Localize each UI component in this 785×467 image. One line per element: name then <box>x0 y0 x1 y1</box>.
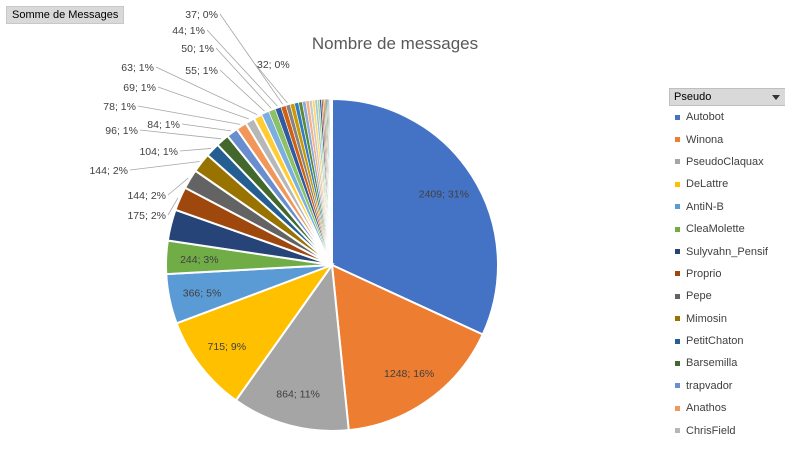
legend-swatch <box>675 137 680 143</box>
data-label: 144; 2% <box>89 165 128 177</box>
legend-item: AntiN-B <box>669 196 785 218</box>
leader-line <box>181 123 231 132</box>
data-label: 2409; 31% <box>419 188 469 200</box>
legend-label: Barsemilla <box>686 357 738 370</box>
data-label: 104; 1% <box>139 146 178 158</box>
leader-line <box>129 161 200 171</box>
pie-slice-autobot <box>331 97 499 336</box>
legend-swatch <box>675 249 680 255</box>
leader-line <box>157 86 250 120</box>
data-label: 1248; 16% <box>384 368 434 380</box>
legend-swatch <box>675 181 680 187</box>
legend-swatch <box>675 114 680 120</box>
legend-swatch <box>675 271 680 277</box>
legend-item: Barsemilla <box>669 352 785 374</box>
legend-swatch <box>675 293 680 299</box>
leader-line <box>219 13 284 105</box>
legend-list: Autobot Winona PseudoClaquax DeLattre AntiN-… <box>669 106 785 442</box>
data-label: 715; 9% <box>208 341 247 353</box>
legend-item: Anathos <box>669 397 785 419</box>
legend-label: Pepe <box>686 290 712 303</box>
legend-swatch <box>675 316 680 322</box>
leader-line <box>206 29 278 107</box>
data-label: 37; 0% <box>185 9 218 21</box>
legend-item: Proprio <box>669 263 785 285</box>
legend-item: PetitChaton <box>669 330 785 352</box>
legend-swatch <box>675 159 680 165</box>
data-label: 44; 1% <box>172 25 205 37</box>
chart-title: Nombre de messages <box>311 34 479 53</box>
leader-line <box>219 69 265 112</box>
legend-item: Autobot <box>669 106 785 128</box>
data-label: 69; 1% <box>123 82 156 94</box>
legend-title: Pseudo <box>674 91 712 103</box>
legend-swatch <box>675 226 680 232</box>
data-label: 63; 1% <box>121 62 154 74</box>
legend-label: Winona <box>686 133 724 146</box>
data-label: 864; 11% <box>276 388 320 400</box>
leader-line <box>254 63 288 104</box>
legend-swatch <box>675 428 680 434</box>
leader-line <box>155 66 258 116</box>
legend-label: CleaMolette <box>686 223 745 236</box>
data-label: 144; 2% <box>127 190 166 202</box>
leader-line <box>179 148 212 152</box>
data-label: 175; 2% <box>127 210 166 222</box>
data-label: 55; 1% <box>185 65 218 77</box>
legend: Pseudo Autobot Winona PseudoClaquax DeLattr… <box>669 88 785 442</box>
legend-item: DeLattre <box>669 173 785 195</box>
legend-swatch <box>675 405 680 411</box>
field-button-somme-messages[interactable]: Somme de Messages <box>6 6 125 24</box>
leader-line <box>215 47 272 109</box>
legend-item: Winona <box>669 128 785 150</box>
legend-item: CleaMolette <box>669 218 785 240</box>
legend-swatch <box>675 360 680 366</box>
legend-label: PseudoClaquax <box>686 155 764 168</box>
legend-label: DeLattre <box>686 178 729 191</box>
leader-line <box>167 177 189 196</box>
data-label: 96; 1% <box>105 125 138 137</box>
leader-line <box>139 129 222 140</box>
legend-label: Sulyvahn_Pensif <box>686 245 768 258</box>
legend-swatch <box>675 338 680 344</box>
legend-item: trapvador <box>669 375 785 397</box>
data-label: 366; 5% <box>183 287 222 299</box>
legend-label: ChrisField <box>686 424 736 437</box>
pie-slice-winona <box>330 263 485 432</box>
pie-slice-delattre <box>175 262 335 402</box>
legend-item: Pepe <box>669 285 785 307</box>
legend-label: Mimosin <box>686 312 727 325</box>
legend-item: PseudoClaquax <box>669 151 785 173</box>
legend-item: Sulyvahn_Pensif <box>669 240 785 262</box>
leader-line <box>167 197 179 216</box>
legend-label: AntiN-B <box>686 200 724 213</box>
legend-label: Proprio <box>686 267 722 280</box>
legend-swatch <box>675 204 680 210</box>
data-label: 244; 3% <box>180 254 219 266</box>
legend-item: Mimosin <box>669 308 785 330</box>
legend-label: Anathos <box>686 402 727 415</box>
data-label: 50; 1% <box>181 43 214 55</box>
data-label: 78; 1% <box>103 101 136 113</box>
legend-label: PetitChaton <box>686 335 744 348</box>
legend-swatch <box>675 383 680 389</box>
data-label: 32; 0% <box>257 59 290 71</box>
data-label: 84; 1% <box>147 119 180 131</box>
legend-label: trapvador <box>686 379 733 392</box>
legend-label: Autobot <box>686 111 724 124</box>
leader-line <box>137 105 241 125</box>
dropdown-arrow-icon[interactable] <box>772 95 780 100</box>
pie-slice-pseudoclaquax <box>234 262 350 432</box>
legend-item: ChrisField <box>669 419 785 441</box>
legend-filter-button[interactable]: Pseudo <box>669 88 785 106</box>
